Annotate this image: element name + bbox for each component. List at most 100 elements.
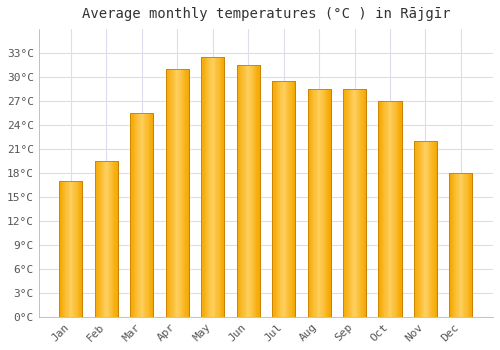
Bar bbox=[272, 81, 295, 317]
Bar bbox=[236, 65, 260, 317]
Bar bbox=[246, 65, 247, 317]
Bar bbox=[248, 65, 250, 317]
Bar bbox=[311, 89, 312, 317]
Bar bbox=[318, 89, 319, 317]
Bar bbox=[175, 69, 176, 317]
Bar bbox=[314, 89, 316, 317]
Bar bbox=[423, 141, 424, 317]
Bar bbox=[344, 89, 346, 317]
Bar bbox=[108, 161, 110, 317]
Bar bbox=[348, 89, 349, 317]
Bar bbox=[432, 141, 434, 317]
Bar bbox=[431, 141, 432, 317]
Bar bbox=[140, 113, 142, 317]
Bar bbox=[112, 161, 114, 317]
Bar bbox=[399, 101, 400, 317]
Bar bbox=[60, 181, 82, 317]
Bar bbox=[60, 181, 62, 317]
Bar bbox=[174, 69, 175, 317]
Bar bbox=[188, 69, 189, 317]
Bar bbox=[142, 113, 143, 317]
Bar bbox=[255, 65, 256, 317]
Bar bbox=[414, 141, 415, 317]
Bar bbox=[357, 89, 358, 317]
Bar bbox=[218, 57, 220, 317]
Bar bbox=[134, 113, 135, 317]
Bar bbox=[280, 81, 281, 317]
Bar bbox=[434, 141, 436, 317]
Bar bbox=[135, 113, 136, 317]
Bar bbox=[320, 89, 322, 317]
Bar bbox=[206, 57, 207, 317]
Bar bbox=[130, 113, 132, 317]
Bar bbox=[100, 161, 102, 317]
Bar bbox=[150, 113, 151, 317]
Bar bbox=[95, 161, 96, 317]
Bar bbox=[138, 113, 140, 317]
Bar bbox=[294, 81, 295, 317]
Bar bbox=[470, 173, 472, 317]
Bar bbox=[454, 173, 455, 317]
Bar bbox=[343, 89, 366, 317]
Bar bbox=[415, 141, 416, 317]
Bar bbox=[111, 161, 112, 317]
Bar bbox=[352, 89, 354, 317]
Bar bbox=[394, 101, 396, 317]
Bar bbox=[429, 141, 430, 317]
Bar bbox=[212, 57, 213, 317]
Bar bbox=[397, 101, 398, 317]
Bar bbox=[424, 141, 426, 317]
Bar bbox=[95, 161, 118, 317]
Bar bbox=[286, 81, 287, 317]
Bar bbox=[359, 89, 360, 317]
Bar bbox=[418, 141, 420, 317]
Bar bbox=[276, 81, 278, 317]
Bar bbox=[181, 69, 182, 317]
Bar bbox=[245, 65, 246, 317]
Bar bbox=[420, 141, 421, 317]
Bar bbox=[221, 57, 222, 317]
Bar bbox=[80, 181, 82, 317]
Bar bbox=[396, 101, 397, 317]
Bar bbox=[282, 81, 284, 317]
Bar bbox=[236, 65, 260, 317]
Bar bbox=[400, 101, 402, 317]
Bar bbox=[362, 89, 364, 317]
Bar bbox=[380, 101, 381, 317]
Bar bbox=[215, 57, 216, 317]
Bar bbox=[143, 113, 144, 317]
Bar bbox=[292, 81, 293, 317]
Bar bbox=[166, 69, 167, 317]
Bar bbox=[116, 161, 117, 317]
Bar bbox=[167, 69, 168, 317]
Bar bbox=[136, 113, 138, 317]
Bar bbox=[426, 141, 428, 317]
Bar bbox=[455, 173, 456, 317]
Bar bbox=[287, 81, 288, 317]
Bar bbox=[208, 57, 210, 317]
Bar bbox=[450, 173, 472, 317]
Bar bbox=[252, 65, 253, 317]
Bar bbox=[170, 69, 172, 317]
Bar bbox=[210, 57, 212, 317]
Bar bbox=[458, 173, 460, 317]
Bar bbox=[220, 57, 221, 317]
Bar bbox=[166, 69, 189, 317]
Bar bbox=[183, 69, 184, 317]
Bar bbox=[365, 89, 366, 317]
Bar bbox=[254, 65, 255, 317]
Bar bbox=[356, 89, 357, 317]
Bar bbox=[293, 81, 294, 317]
Bar bbox=[290, 81, 292, 317]
Bar bbox=[364, 89, 365, 317]
Title: Average monthly temperatures (°C ) in Rājgīr: Average monthly temperatures (°C ) in Rā… bbox=[82, 7, 450, 21]
Bar bbox=[288, 81, 290, 317]
Bar bbox=[144, 113, 146, 317]
Bar bbox=[146, 113, 148, 317]
Bar bbox=[239, 65, 240, 317]
Bar bbox=[422, 141, 423, 317]
Bar bbox=[354, 89, 356, 317]
Bar bbox=[207, 57, 208, 317]
Bar bbox=[60, 181, 82, 317]
Bar bbox=[388, 101, 389, 317]
